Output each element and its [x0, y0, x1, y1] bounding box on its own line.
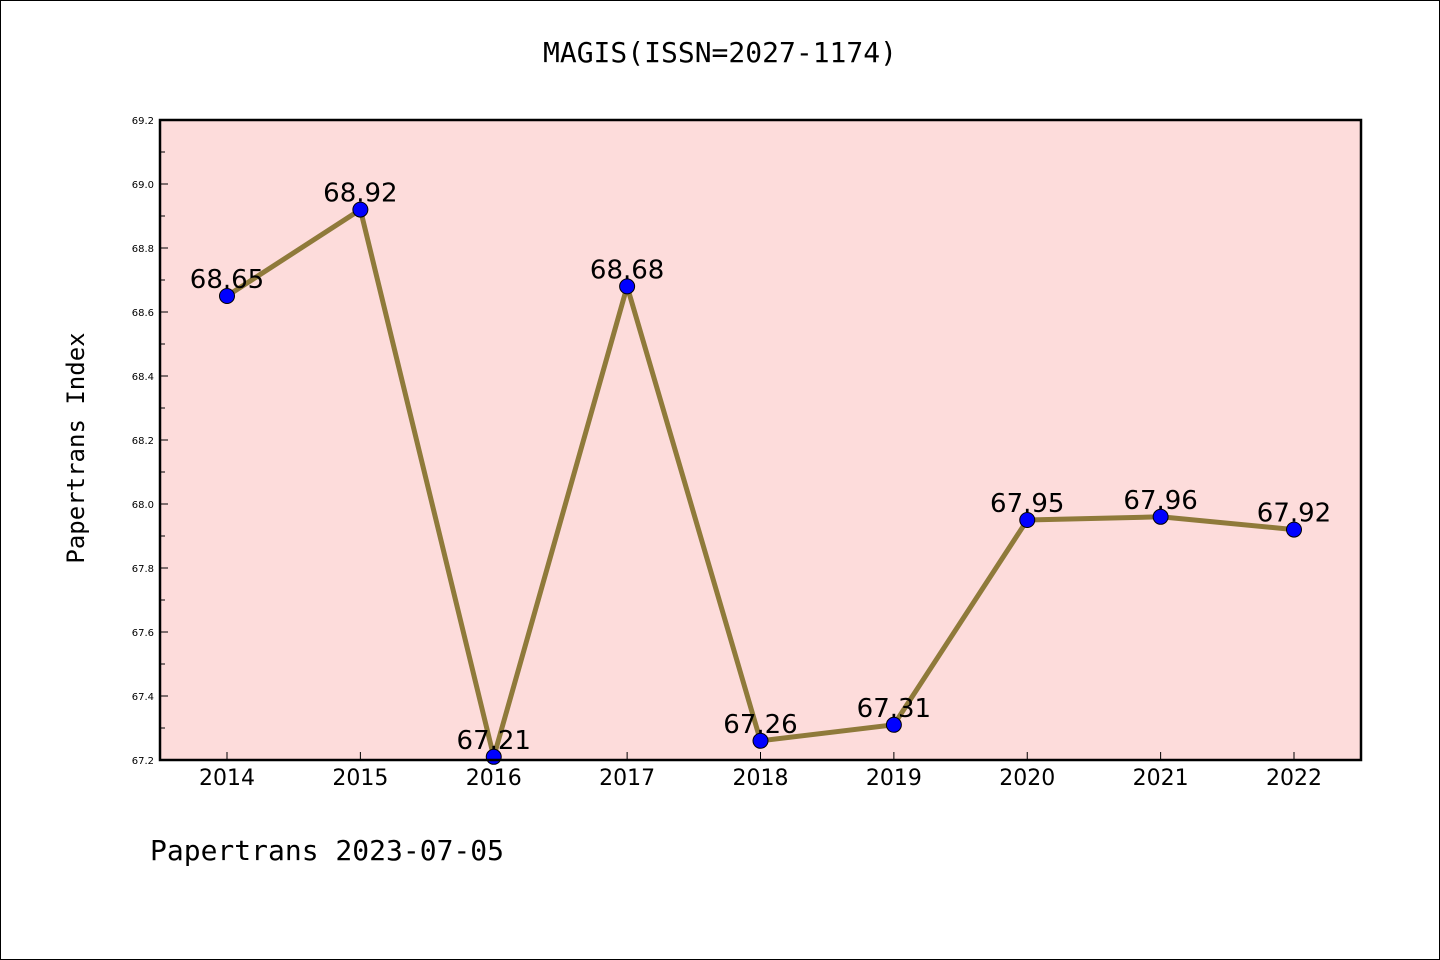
x-tick-label: 2016	[466, 766, 522, 791]
x-tick-label: 2021	[1133, 766, 1189, 791]
x-axis: 2014 2015 2016 2017 2018 2019 2020 2021 2022	[199, 752, 1322, 791]
data-label: 68.92	[323, 179, 397, 209]
y-tick-label: 68.2	[132, 436, 154, 447]
data-label: 67.31	[857, 694, 931, 724]
data-label: 67.96	[1123, 486, 1197, 516]
y-tick-label: 69.2	[132, 116, 154, 127]
data-point	[219, 288, 235, 304]
y-tick-label: 67.8	[132, 564, 154, 575]
data-point	[619, 278, 636, 295]
x-tick-label: 2019	[866, 766, 922, 791]
y-tick-label: 67.6	[132, 628, 154, 639]
data-label: 67.92	[1257, 499, 1331, 529]
data-label: 68.68	[590, 255, 664, 285]
series-markers	[219, 201, 1302, 765]
y-tick-label: 68.4	[132, 372, 154, 383]
data-point	[885, 716, 902, 733]
y-tick-label: 67.2	[132, 756, 154, 767]
x-tick-label: 2018	[733, 766, 789, 791]
chart-title: MAGIS(ISSN=2027-1174)	[542, 36, 897, 69]
plot-area	[160, 120, 1361, 760]
y-tick-label: 67.4	[132, 692, 154, 703]
data-point	[352, 201, 369, 218]
x-tick-label: 2022	[1266, 766, 1322, 791]
data-label: 67.26	[723, 710, 797, 740]
data-point	[1019, 512, 1036, 528]
data-label: 67.21	[457, 726, 531, 756]
plot-border	[158, 118, 1363, 762]
x-tick-label: 2017	[599, 766, 655, 791]
footer-text: Papertrans 2023-07-05	[150, 834, 505, 867]
data-point	[1152, 508, 1169, 525]
data-label: 67.95	[990, 489, 1064, 519]
y-tick-label: 68.8	[132, 244, 154, 255]
x-tick-label: 2014	[199, 766, 255, 791]
data-point	[1286, 521, 1302, 538]
y-tick-label: 69.0	[132, 180, 154, 191]
data-label: 68.65	[190, 265, 264, 295]
y-axis: 67.2 67.4 67.6 67.8 68.0 68.2 68.4 68.6 68.8 69.0…	[132, 116, 168, 767]
data-point	[752, 732, 769, 749]
data-labels: 68.65 68.92 67.21 68.68 67.26 67.31 67.95 67.96…	[190, 179, 1331, 756]
x-tick-label: 2015	[332, 766, 388, 791]
x-tick-label: 2020	[999, 766, 1055, 791]
y-tick-label: 68.6	[132, 308, 154, 319]
y-tick-label: 68.0	[132, 500, 154, 511]
